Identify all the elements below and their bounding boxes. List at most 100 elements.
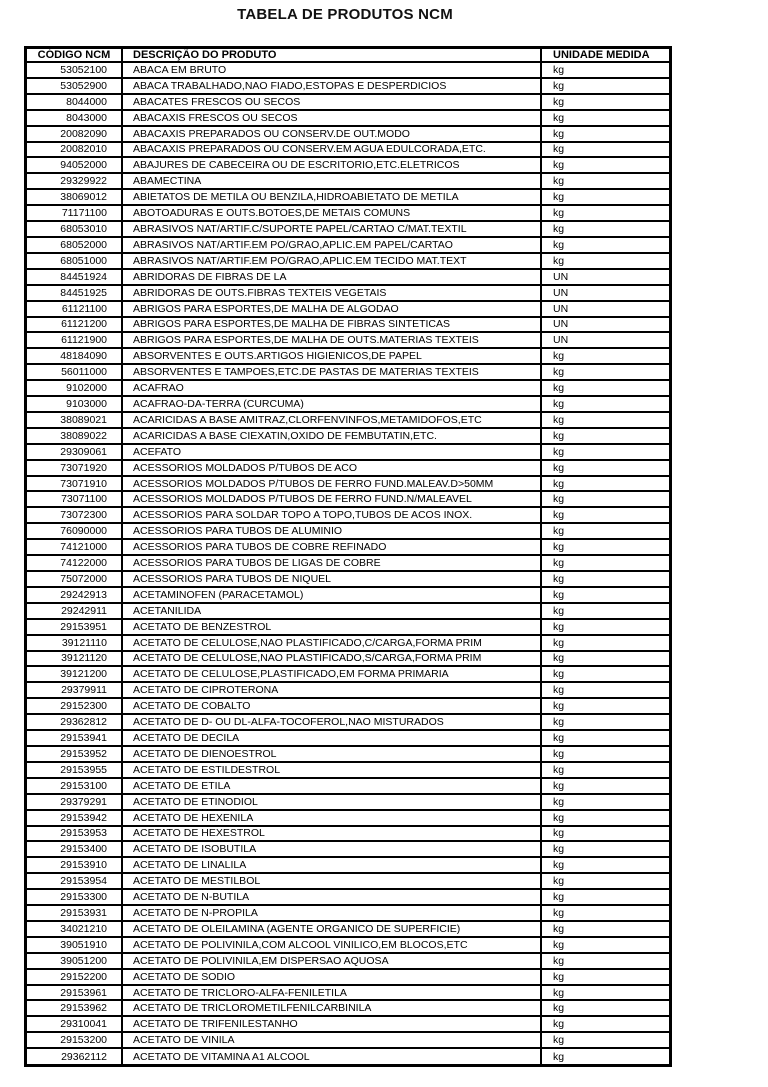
table-row: 29152300 ACETATO DE COBALTO kg: [27, 699, 669, 714]
table-row: 73072300 ACESSORIOS PARA SOLDAR TOPO A TO…: [27, 508, 669, 523]
product-description-cell: ABRASIVOS NAT/ARTIF.C/SUPORTE PAPEL/CART…: [123, 222, 540, 236]
ncm-code-cell: 29242913: [27, 587, 121, 602]
product-description-cell: ACETATO DE TRICLORO-ALFA-FENILETILA: [123, 985, 540, 1000]
ncm-code-cell: 29379291: [27, 794, 121, 809]
ncm-code-cell: 29379911: [27, 683, 121, 698]
table-row: 29153953 ACETATO DE HEXESTROL kg: [27, 826, 669, 841]
product-description-cell: ACETATO DE ESTILDESTROL: [123, 762, 540, 777]
unit-cell: kg: [542, 1049, 669, 1064]
table-row: 39121120 ACETATO DE CELULOSE,NAO PLASTIFI…: [27, 651, 669, 666]
table-row: 29309061 ACEFATO kg: [27, 444, 669, 459]
unit-cell: kg: [542, 222, 669, 236]
ncm-code-cell: 29153955: [27, 762, 121, 777]
product-description-cell: ABACAXIS PREPARADOS OU CONSERV.EM AGUA E…: [123, 142, 540, 157]
ncm-code-cell: 84451925: [27, 285, 121, 300]
product-description-cell: ABRIGOS PARA ESPORTES,DE MALHA DE FIBRAS…: [123, 317, 540, 332]
ncm-code-cell: 61121100: [27, 301, 121, 316]
unit-cell: kg: [542, 826, 669, 841]
ncm-code-cell: 29329922: [27, 174, 121, 189]
table-row: 71171100 ABOTOADURAS E OUTS.BOTOES,DE MET…: [27, 206, 669, 221]
table-row: 29153961 ACETATO DE TRICLORO-ALFA-FENILET…: [27, 985, 669, 1000]
ncm-code-cell: 39121200: [27, 667, 121, 682]
table-row: 38089022 ACARICIDAS A BASE CIEXATIN,OXIDO…: [27, 428, 669, 443]
product-description-cell: ACETATO DE TRICLOROMETILFENILCARBINILA: [123, 1001, 540, 1016]
product-description-cell: ACESSORIOS PARA TUBOS DE ALUMINIO: [123, 524, 540, 539]
table-row: 29153952 ACETATO DE DIENOESTROL kg: [27, 746, 669, 761]
ncm-code-cell: 29152200: [27, 969, 121, 984]
unit-cell: UN: [542, 317, 669, 332]
table-row: 68052000 ABRASIVOS NAT/ARTIF.EM PO/GRAO,A…: [27, 237, 669, 252]
ncm-code-cell: 29153100: [27, 778, 121, 793]
unit-cell: kg: [542, 572, 669, 586]
product-description-cell: ABIETATOS DE METILA OU BENZILA,HIDROABIE…: [123, 190, 540, 205]
product-description-cell: ACETATO DE VITAMINA A1 ALCOOL: [123, 1049, 540, 1064]
table-row: 75072000 ACESSORIOS PARA TUBOS DE NIQUEL k…: [27, 572, 669, 586]
ncm-code-cell: 20082090: [27, 126, 121, 141]
table-row: 38089021 ACARICIDAS A BASE AMITRAZ,CLORFE…: [27, 412, 669, 427]
ncm-code-cell: 61121200: [27, 317, 121, 332]
unit-cell: kg: [542, 508, 669, 523]
ncm-code-cell: 73071100: [27, 492, 121, 507]
ncm-code-cell: 29152300: [27, 699, 121, 714]
ncm-code-cell: 73071910: [27, 476, 121, 491]
table-row: 48184090 ABSORVENTES E OUTS.ARTIGOS HIGIE…: [27, 349, 669, 364]
unit-cell: kg: [542, 349, 669, 364]
ncm-code-cell: 56011000: [27, 365, 121, 380]
ncm-code-cell: 29153962: [27, 1001, 121, 1016]
ncm-code-cell: 29310041: [27, 1017, 121, 1032]
product-description-cell: ACETATO DE POLIVINILA,COM ALCOOL VINILIC…: [123, 937, 540, 952]
table-row: 84451924 ABRIDORAS DE FIBRAS DE LA UN: [27, 269, 669, 284]
product-description-cell: ACETATO DE LINALILA: [123, 858, 540, 873]
table-row: 9103000 ACAFRAO-DA-TERRA (CURCUMA) kg: [27, 397, 669, 411]
unit-cell: kg: [542, 428, 669, 443]
product-description-cell: ABACAXIS PREPARADOS OU CONSERV.DE OUT.MO…: [123, 126, 540, 141]
table-row: 84451925 ABRIDORAS DE OUTS.FIBRAS TEXTEIS…: [27, 285, 669, 300]
product-description-cell: ACETATO DE N-PROPILA: [123, 906, 540, 920]
unit-cell: kg: [542, 699, 669, 714]
unit-cell: kg: [542, 158, 669, 173]
table-row: 34021210 ACETATO DE OLEILAMINA (AGENTE OR…: [27, 921, 669, 936]
table-header-row: CÓDIGO NCM DESCRIÇÃO DO PRODUTO UNIDADE …: [27, 49, 669, 61]
product-description-cell: ACETATO DE COBALTO: [123, 699, 540, 714]
unit-cell: kg: [542, 1033, 669, 1048]
table-row: 73071910 ACESSORIOS MOLDADOS P/TUBOS DE F…: [27, 476, 669, 491]
unit-cell: kg: [542, 731, 669, 745]
ncm-code-cell: 8044000: [27, 94, 121, 109]
product-description-cell: ACESSORIOS MOLDADOS P/TUBOS DE FERRO FUN…: [123, 492, 540, 507]
ncm-code-cell: 39051910: [27, 937, 121, 952]
unit-cell: kg: [542, 412, 669, 427]
unit-cell: UN: [542, 333, 669, 348]
unit-cell: kg: [542, 492, 669, 507]
table-row: 39051200 ACETATO DE POLIVINILA,EM DISPERS…: [27, 953, 669, 968]
ncm-code-cell: 29153200: [27, 1033, 121, 1048]
table-row: 29153931 ACETATO DE N-PROPILA kg: [27, 906, 669, 920]
ncm-code-cell: 84451924: [27, 269, 121, 284]
table-row: 29152200 ACETATO DE SODIO kg: [27, 969, 669, 984]
ncm-code-cell: 29242911: [27, 603, 121, 618]
unit-cell: kg: [542, 667, 669, 682]
unit-cell: kg: [542, 619, 669, 634]
product-description-cell: ACETATO DE OLEILAMINA (AGENTE ORGANICO D…: [123, 921, 540, 936]
product-description-cell: ACESSORIOS PARA SOLDAR TOPO A TOPO,TUBOS…: [123, 508, 540, 523]
product-description-cell: ABRASIVOS NAT/ARTIF.EM PO/GRAO,APLIC.EM …: [123, 237, 540, 252]
unit-cell: kg: [542, 842, 669, 857]
table-row: 8044000 ABACATES FRESCOS OU SECOS kg: [27, 94, 669, 109]
unit-cell: kg: [542, 762, 669, 777]
ncm-code-cell: 38069012: [27, 190, 121, 205]
unit-cell: kg: [542, 985, 669, 1000]
ncm-code-cell: 68052000: [27, 237, 121, 252]
table-row: 29153200 ACETATO DE VINILA kg: [27, 1033, 669, 1048]
table-row: 29242913 ACETAMINOFEN (PARACETAMOL) kg: [27, 587, 669, 602]
product-description-cell: ACESSORIOS PARA TUBOS DE NIQUEL: [123, 572, 540, 586]
unit-cell: kg: [542, 253, 669, 268]
product-description-cell: ACEFATO: [123, 444, 540, 459]
unit-cell: kg: [542, 142, 669, 157]
unit-cell: kg: [542, 94, 669, 109]
table-row: 29329922 ABAMECTINA kg: [27, 174, 669, 189]
table-row: 73071100 ACESSORIOS MOLDADOS P/TUBOS DE F…: [27, 492, 669, 507]
ncm-code-cell: 29153941: [27, 731, 121, 745]
ncm-products-table: CÓDIGO NCM DESCRIÇÃO DO PRODUTO UNIDADE …: [24, 46, 672, 1067]
unit-cell: kg: [542, 206, 669, 221]
table-row: 39121110 ACETATO DE CELULOSE,NAO PLASTIFI…: [27, 635, 669, 650]
ncm-code-cell: 29153400: [27, 842, 121, 857]
